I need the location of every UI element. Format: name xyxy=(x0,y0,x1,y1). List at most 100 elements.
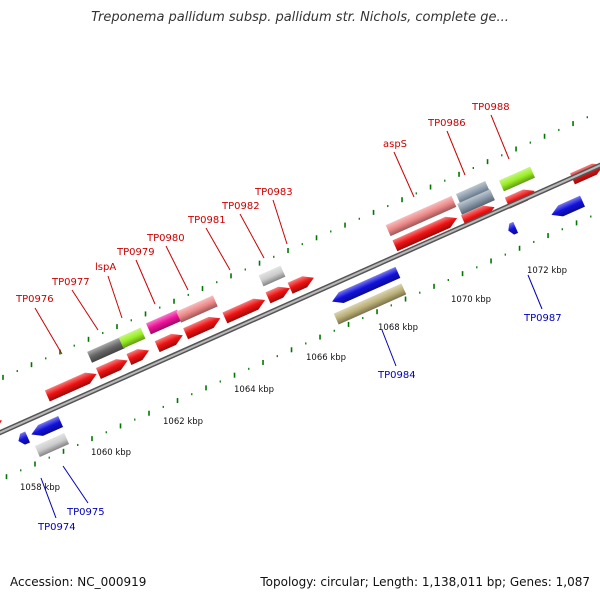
genome-backbone xyxy=(0,162,600,436)
gene-tp0983-feature xyxy=(287,276,314,294)
gene-tp0974-feature-shape xyxy=(18,431,31,445)
label-connector xyxy=(205,227,231,271)
gene-label-tp0975: TP0975 xyxy=(66,507,105,518)
kbp-labels: 1058 kbp 1060 kbp 1062 kbp 1064 kbp 1066 kbp… xyxy=(20,266,567,493)
kbp-label: 1062 kbp xyxy=(163,417,203,427)
gene-lspa-feature xyxy=(87,337,125,363)
gene-label-tp0988: TP0988 xyxy=(471,102,510,113)
gene-tp0986-feature-shape xyxy=(457,189,495,215)
gene-tp0984-feature-shape xyxy=(333,283,407,325)
kbp-label: 1072 kbp xyxy=(527,266,567,276)
gene-tp0976-feature-shape xyxy=(44,372,97,402)
gene-label-tp0984: TP0984 xyxy=(377,370,416,381)
gene-tp0981-feature-shape xyxy=(183,316,221,340)
label-connector xyxy=(446,130,466,176)
gene-tp0981-feature-shape xyxy=(222,298,266,324)
label-connector xyxy=(490,114,510,160)
gene-asps-feature xyxy=(385,195,457,237)
gene-label-asps: aspS xyxy=(383,139,407,150)
gene-tp0974-feature xyxy=(18,431,31,445)
label-connector xyxy=(62,465,89,504)
gene-label-tp0986: TP0986 xyxy=(427,118,466,129)
label-connector xyxy=(272,199,288,245)
gene-tp0988-feature-shape xyxy=(499,166,535,192)
label-connector xyxy=(393,151,415,198)
gene-tp0984-feature xyxy=(333,283,407,325)
label-connector xyxy=(527,274,543,310)
gene-tp0986-feature xyxy=(457,189,495,215)
gene-tp0980-feature-shape xyxy=(176,295,218,323)
kbp-label: 1068 kbp xyxy=(378,323,418,333)
gene-tp0980-feature xyxy=(176,295,218,323)
gene-tp0976-feature xyxy=(392,216,458,252)
gene-label-tp0980: TP0980 xyxy=(146,233,185,244)
gene-tp0980-feature-shape xyxy=(154,333,183,353)
label-connector xyxy=(135,259,156,305)
gene-tp0980-feature-shape xyxy=(146,309,182,335)
label-connector xyxy=(34,307,63,355)
label-connector xyxy=(239,213,265,259)
gene-tp0979-feature-shape xyxy=(118,327,146,349)
gene-label-tp0982: TP0982 xyxy=(221,201,260,212)
gene-tp0975-feature-shape xyxy=(34,433,70,457)
gene-tp0974-feature-shape xyxy=(332,266,401,304)
gene-tp0974-feature-shape xyxy=(31,416,64,436)
gene-tp0988-feature xyxy=(499,166,535,192)
gene-tp0981-feature xyxy=(222,298,266,324)
gene-tp0981-feature xyxy=(183,316,221,340)
gene-tp0987-feature xyxy=(551,195,585,217)
backbone-line-light xyxy=(0,164,600,434)
lower-tick-track xyxy=(5,215,592,480)
gene-tp0987-feature-shape xyxy=(508,221,519,235)
gene-tp0981-feature-shape xyxy=(265,286,290,304)
kbp-label: 1064 kbp xyxy=(234,385,274,395)
gene-tp0974-feature xyxy=(31,416,64,436)
gene-tp0974-feature xyxy=(332,266,401,304)
gene-tp0980-feature xyxy=(146,309,182,335)
genome-summary-text: Topology: circular; Length: 1,138,011 bp… xyxy=(260,575,590,589)
label-connector xyxy=(71,289,99,331)
gene-label-tp0974: TP0974 xyxy=(37,522,76,533)
gene-label-tp0977: TP0977 xyxy=(51,277,90,288)
gene-lspa-feature-shape xyxy=(87,337,125,363)
label-connectors xyxy=(34,114,543,519)
gene-tp0979-feature xyxy=(118,327,146,349)
gene-asps-feature-shape xyxy=(385,195,457,237)
gene-tp0977-feature-shape xyxy=(95,359,128,379)
gene-tp0980-feature xyxy=(154,333,183,353)
kbp-label: 1060 kbp xyxy=(91,448,131,458)
gene-tp0977-feature xyxy=(126,349,150,365)
gene-tp0982-feature-shape xyxy=(258,265,286,287)
label-connector xyxy=(381,329,397,367)
gene-label-tp0983: TP0983 xyxy=(254,187,293,198)
gene-tp0976-feature xyxy=(44,372,97,402)
label-connector xyxy=(107,275,123,319)
accession-text: Accession: NC_000919 xyxy=(10,575,147,589)
gene-tp0977-feature-shape xyxy=(126,349,150,365)
gene-tp0986-feature xyxy=(455,181,491,205)
gene-tp0975-feature xyxy=(34,433,70,457)
gene-label-tp0979: TP0979 xyxy=(116,247,155,258)
gene-label-tp0976: TP0976 xyxy=(15,294,54,305)
gene-tp0986-feature-shape xyxy=(455,181,491,205)
gene-label-lspa: lspA xyxy=(95,262,116,273)
label-connector xyxy=(40,477,57,519)
gene-label-tp0987: TP0987 xyxy=(523,313,562,324)
page-title: Treponema pallidum subsp. pallidum str. … xyxy=(91,10,509,25)
gene-tp0976-feature-shape xyxy=(392,216,458,252)
gene-tp0987-feature xyxy=(508,221,519,235)
gene-tp0983-feature-shape xyxy=(287,276,314,294)
gene-tp0977-feature xyxy=(95,359,128,379)
kbp-label: 1070 kbp xyxy=(451,295,491,305)
gene-tp0982-feature xyxy=(258,265,286,287)
upper-tick-track xyxy=(2,116,588,380)
label-connector xyxy=(165,245,189,291)
gene-label-tp0981: TP0981 xyxy=(187,215,226,226)
gene-tp0981-feature xyxy=(265,286,290,304)
gene-tp0987-feature-shape xyxy=(551,195,585,217)
kbp-label: 1066 kbp xyxy=(306,353,346,363)
kbp-label: 1058 kbp xyxy=(20,483,60,493)
